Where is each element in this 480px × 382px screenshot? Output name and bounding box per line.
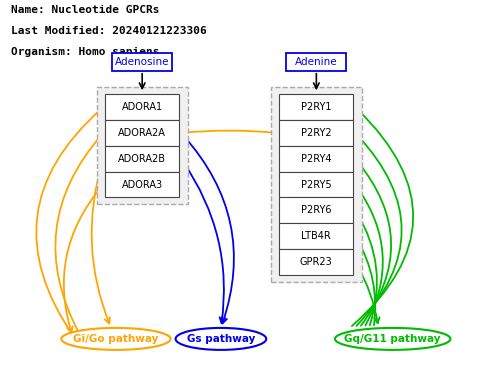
Text: Organism: Homo sapiens: Organism: Homo sapiens xyxy=(11,47,159,57)
Text: P2RY2: P2RY2 xyxy=(301,128,332,138)
FancyBboxPatch shape xyxy=(105,94,179,120)
Text: P2RY1: P2RY1 xyxy=(301,102,332,112)
Ellipse shape xyxy=(176,328,266,350)
Text: ADORA2B: ADORA2B xyxy=(118,154,166,164)
FancyBboxPatch shape xyxy=(279,223,353,249)
Text: Adenosine: Adenosine xyxy=(115,57,169,67)
Ellipse shape xyxy=(61,328,170,350)
FancyBboxPatch shape xyxy=(279,249,353,275)
FancyBboxPatch shape xyxy=(279,146,353,172)
FancyBboxPatch shape xyxy=(105,172,179,197)
Text: Gs pathway: Gs pathway xyxy=(187,334,255,344)
Text: P2RY6: P2RY6 xyxy=(301,206,332,215)
FancyBboxPatch shape xyxy=(112,53,172,71)
FancyBboxPatch shape xyxy=(279,172,353,197)
Text: GPR23: GPR23 xyxy=(300,257,333,267)
FancyBboxPatch shape xyxy=(279,94,353,120)
Ellipse shape xyxy=(335,328,450,350)
Text: ADORA1: ADORA1 xyxy=(121,102,163,112)
FancyBboxPatch shape xyxy=(279,197,353,223)
FancyBboxPatch shape xyxy=(279,120,353,146)
FancyBboxPatch shape xyxy=(105,146,179,172)
Text: Name: Nucleotide GPCRs: Name: Nucleotide GPCRs xyxy=(11,5,159,15)
Text: ADORA3: ADORA3 xyxy=(121,180,163,189)
Text: Last Modified: 20240121223306: Last Modified: 20240121223306 xyxy=(11,26,207,36)
Text: Gq/G11 pathway: Gq/G11 pathway xyxy=(345,334,441,344)
FancyBboxPatch shape xyxy=(96,87,188,204)
FancyBboxPatch shape xyxy=(271,87,362,282)
Text: P2RY4: P2RY4 xyxy=(301,154,332,164)
Text: LTB4R: LTB4R xyxy=(301,231,331,241)
FancyBboxPatch shape xyxy=(105,120,179,146)
Text: ADORA2A: ADORA2A xyxy=(118,128,166,138)
Text: P2RY5: P2RY5 xyxy=(301,180,332,189)
FancyBboxPatch shape xyxy=(286,53,347,71)
Text: Adenine: Adenine xyxy=(295,57,337,67)
Text: Gi/Go pathway: Gi/Go pathway xyxy=(73,334,158,344)
